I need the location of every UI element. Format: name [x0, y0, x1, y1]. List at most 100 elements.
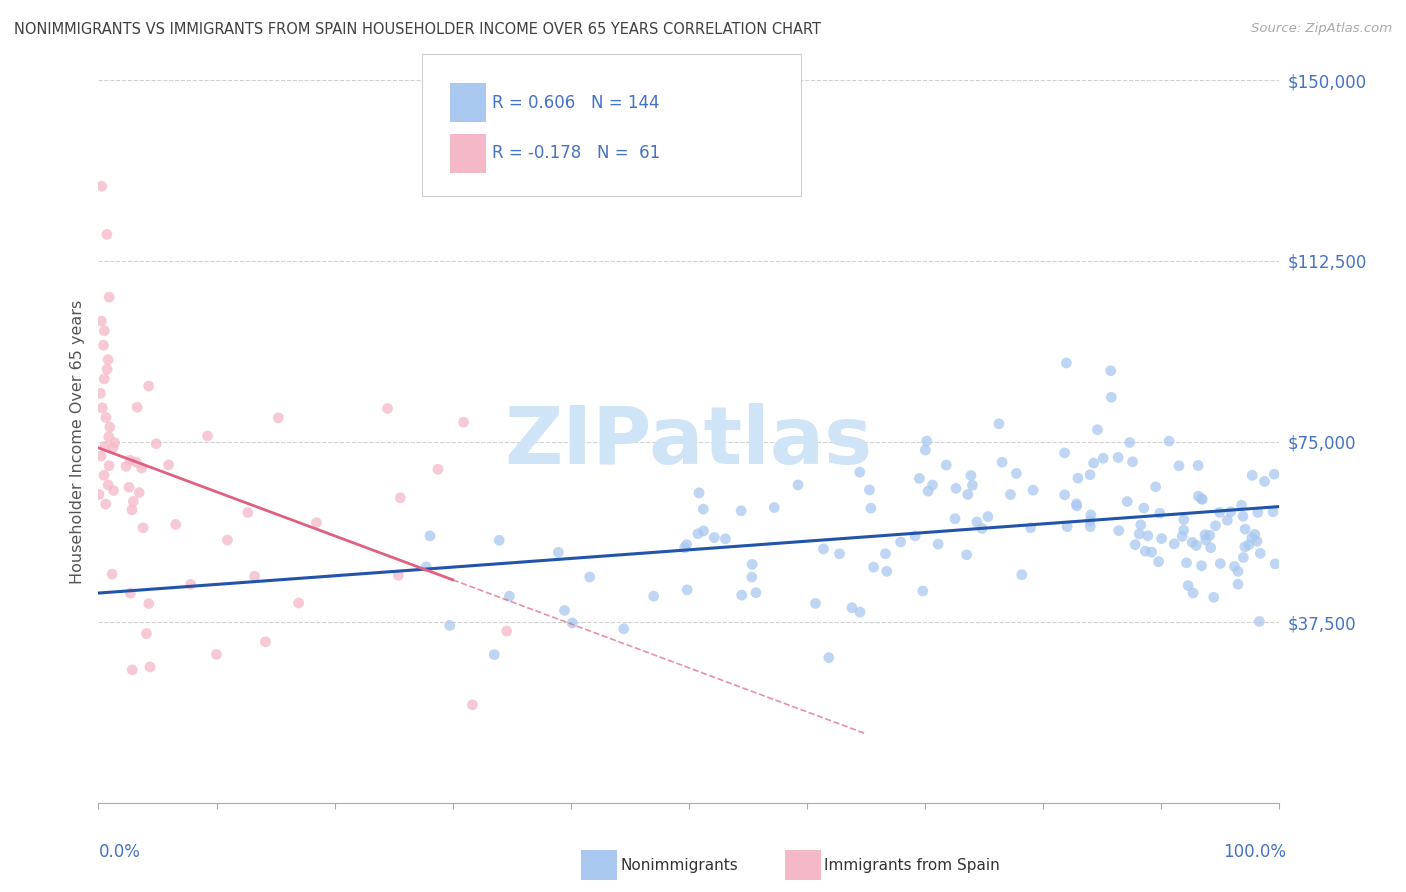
- Point: [804, 596, 827, 610]
- Point: [1187, 458, 1209, 473]
- Point: [1173, 513, 1195, 527]
- Point: [703, 531, 725, 545]
- Point: [817, 650, 839, 665]
- Point: [120, 453, 142, 467]
- Point: [904, 529, 927, 543]
- Point: [1241, 468, 1264, 483]
- Point: [1092, 451, 1115, 466]
- Point: [1163, 537, 1185, 551]
- Point: [578, 570, 600, 584]
- Point: [1226, 565, 1249, 579]
- Point: [1171, 529, 1194, 543]
- Point: [1022, 483, 1045, 498]
- Point: [1083, 456, 1105, 470]
- Point: [122, 494, 145, 508]
- Point: [991, 455, 1014, 469]
- Point: [139, 660, 162, 674]
- Point: [453, 415, 475, 429]
- Point: [1067, 471, 1090, 485]
- Point: [914, 443, 936, 458]
- Point: [1246, 534, 1268, 549]
- Point: [1140, 545, 1163, 559]
- Point: [1108, 524, 1130, 538]
- Point: [98, 420, 121, 434]
- Point: [101, 567, 124, 582]
- Point: [1157, 434, 1180, 448]
- Point: [1099, 364, 1122, 378]
- Point: [287, 596, 309, 610]
- Point: [1261, 505, 1284, 519]
- Point: [138, 597, 160, 611]
- Point: [1066, 497, 1088, 511]
- Point: [1219, 505, 1241, 519]
- Point: [741, 570, 763, 584]
- Point: [1149, 506, 1171, 520]
- Point: [267, 410, 290, 425]
- Point: [498, 589, 520, 603]
- Point: [1133, 501, 1156, 516]
- Point: [927, 537, 949, 551]
- Point: [1011, 567, 1033, 582]
- Point: [389, 491, 412, 505]
- Point: [205, 648, 228, 662]
- Point: [688, 486, 710, 500]
- Point: [731, 588, 754, 602]
- Point: [1078, 514, 1101, 528]
- Point: [439, 618, 461, 632]
- Text: Immigrants from Spain: Immigrants from Spain: [824, 858, 1000, 872]
- Point: [1118, 435, 1140, 450]
- Text: 0.0%: 0.0%: [98, 843, 141, 861]
- Point: [1191, 492, 1213, 507]
- Point: [94, 497, 117, 511]
- Text: ZIPatlas: ZIPatlas: [505, 402, 873, 481]
- Point: [91, 401, 114, 415]
- Point: [714, 532, 737, 546]
- Point: [1128, 527, 1150, 541]
- Point: [1249, 546, 1271, 560]
- Point: [1243, 527, 1265, 541]
- Point: [1053, 446, 1076, 460]
- Point: [1116, 494, 1139, 508]
- Point: [97, 352, 120, 367]
- Point: [915, 434, 938, 448]
- Point: [1195, 533, 1218, 547]
- Point: [1078, 467, 1101, 482]
- Point: [945, 482, 967, 496]
- Point: [828, 547, 851, 561]
- Point: [419, 529, 441, 543]
- Point: [1019, 521, 1042, 535]
- Point: [1099, 390, 1122, 404]
- Point: [93, 324, 115, 338]
- Point: [93, 468, 115, 483]
- Point: [1264, 557, 1286, 571]
- Point: [1233, 540, 1256, 554]
- Point: [243, 569, 266, 583]
- Point: [692, 502, 714, 516]
- Point: [875, 547, 897, 561]
- Point: [1175, 556, 1198, 570]
- Point: [841, 600, 863, 615]
- Text: 100.0%: 100.0%: [1223, 843, 1286, 861]
- Point: [1080, 508, 1102, 522]
- Point: [921, 478, 943, 492]
- Point: [613, 622, 636, 636]
- Text: NONIMMIGRANTS VS IMMIGRANTS FROM SPAIN HOUSEHOLDER INCOME OVER 65 YEARS CORRELAT: NONIMMIGRANTS VS IMMIGRANTS FROM SPAIN H…: [14, 22, 821, 37]
- Point: [859, 501, 882, 516]
- Point: [426, 462, 449, 476]
- Point: [1232, 509, 1254, 524]
- Point: [103, 483, 125, 498]
- Point: [917, 484, 939, 499]
- Point: [1181, 535, 1204, 549]
- Point: [1208, 505, 1230, 519]
- Point: [94, 439, 117, 453]
- Point: [121, 663, 143, 677]
- Point: [686, 526, 709, 541]
- Point: [911, 584, 934, 599]
- Point: [145, 436, 167, 450]
- Point: [1173, 523, 1195, 537]
- Point: [977, 509, 1000, 524]
- Point: [87, 487, 110, 501]
- Point: [90, 314, 112, 328]
- Point: [1247, 506, 1270, 520]
- Point: [94, 410, 117, 425]
